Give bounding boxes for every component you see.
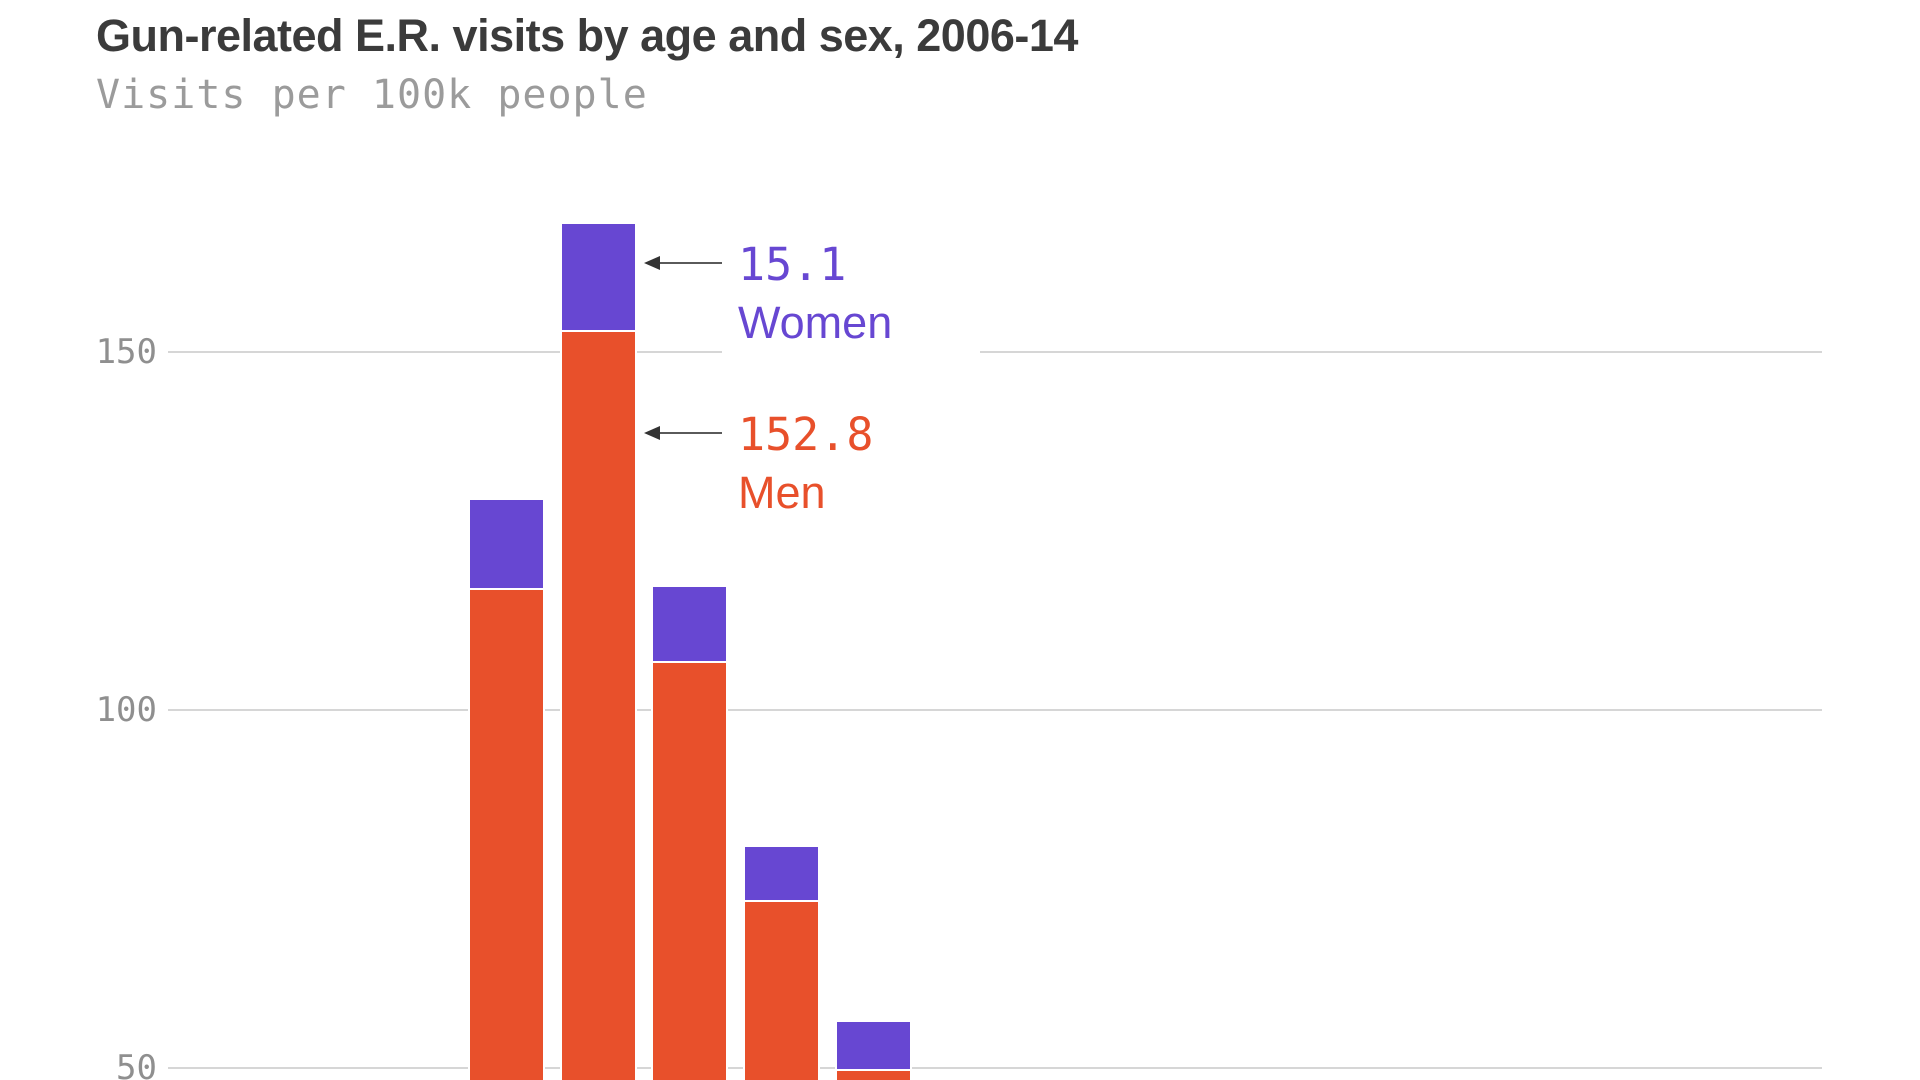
bar-1-women-segment: [468, 498, 545, 590]
bar-3-men-segment: [651, 660, 728, 1080]
men-arrow-line: [656, 432, 722, 434]
gridline-150: [168, 351, 1822, 353]
bar-2-men-segment: [560, 329, 637, 1080]
men-annotation-label: Men: [738, 467, 826, 518]
women-annotation-label: Women: [738, 297, 893, 348]
women-arrow-head-icon: [644, 256, 660, 270]
bar-4-men-segment: [743, 899, 820, 1080]
y-axis-tick-50: 50: [116, 1048, 157, 1080]
bar-4-women-segment: [743, 844, 820, 902]
bar-5-women-segment: [835, 1020, 912, 1071]
gridline-100: [168, 709, 1822, 711]
bar-2-women-segment: [560, 221, 637, 332]
bar-5-men-segment: [835, 1068, 912, 1080]
women-annotation: 15.1 Women: [722, 236, 980, 358]
y-axis-tick-100: 100: [95, 690, 157, 730]
chart-subtitle: Visits per 100k people: [96, 72, 648, 118]
men-annotation: 152.8 Men: [722, 406, 980, 528]
gridline-50: [168, 1067, 1822, 1069]
bar-1-men-segment: [468, 587, 545, 1080]
chart-title: Gun-related E.R. visits by age and sex, …: [96, 10, 1078, 61]
y-axis-tick-150: 150: [95, 332, 157, 372]
men-annotation-value: 152.8: [738, 408, 874, 461]
women-arrow-line: [656, 262, 722, 264]
women-annotation-value: 15.1: [738, 238, 847, 291]
men-arrow-head-icon: [644, 426, 660, 440]
bar-3-women-segment: [651, 584, 728, 663]
